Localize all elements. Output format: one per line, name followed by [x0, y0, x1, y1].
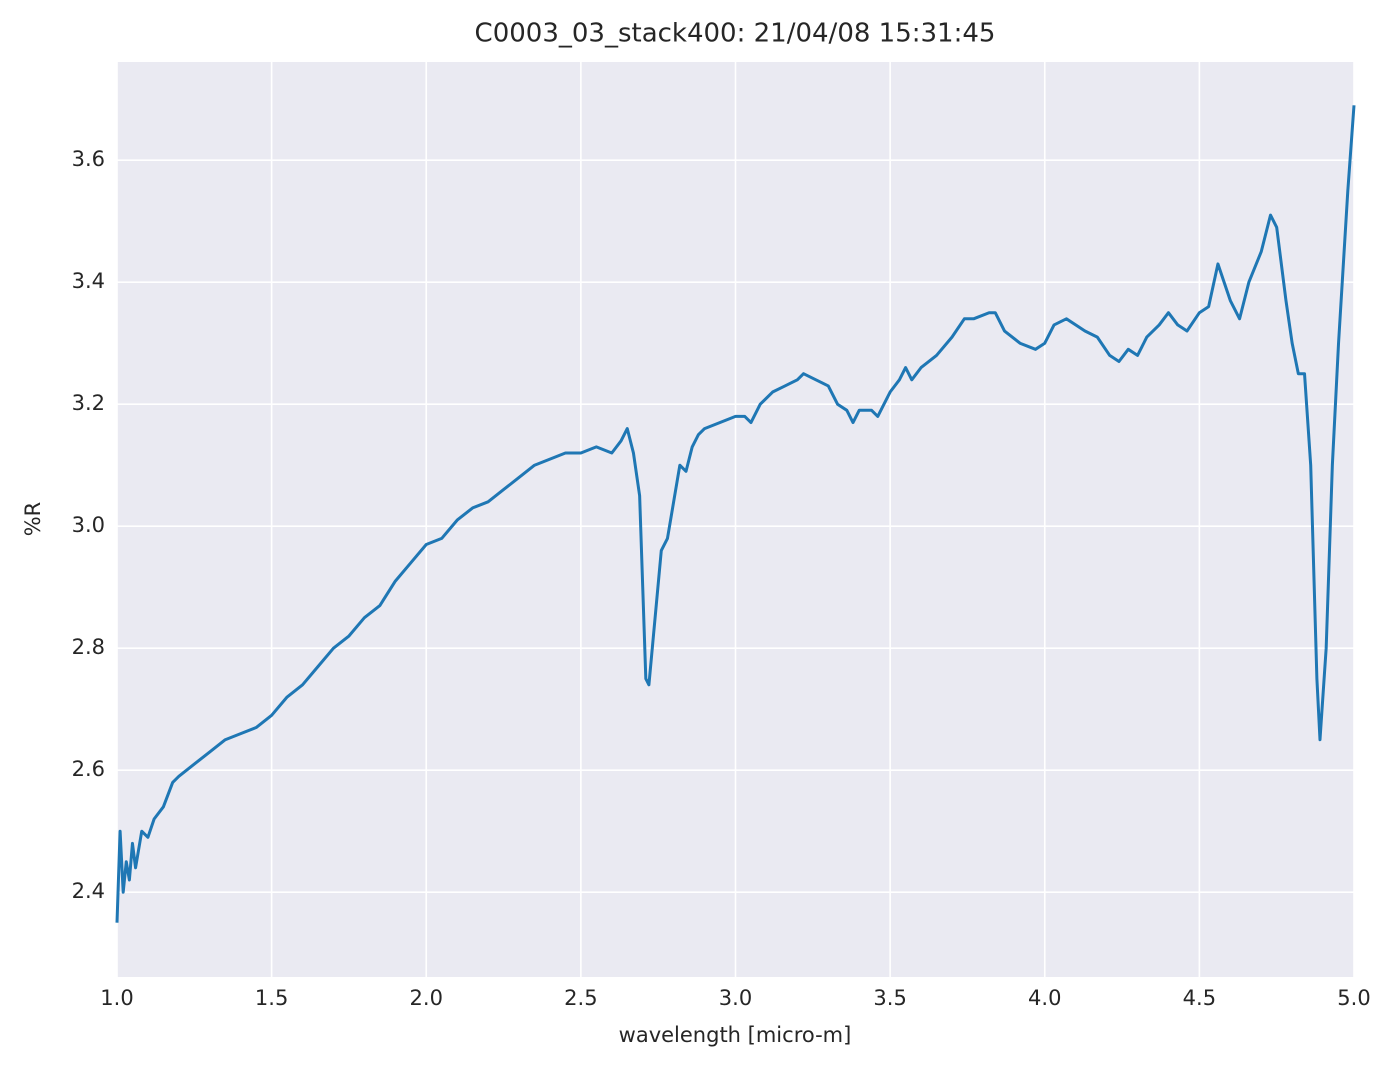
y-tick-label: 3.4 [72, 269, 105, 293]
x-tick-label: 1.5 [255, 986, 288, 1010]
y-tick-label: 2.6 [72, 757, 105, 781]
y-axis-label: %R [21, 502, 45, 537]
x-tick-label: 2.5 [564, 986, 597, 1010]
x-axis-label: wavelength [micro-m] [619, 1023, 852, 1047]
y-tick-label: 3.2 [72, 391, 105, 415]
y-tick-label: 3.6 [72, 147, 105, 171]
data-line [115, 105, 1356, 923]
x-tick-label: 3.0 [719, 986, 752, 1010]
x-tick-label: 1.0 [100, 986, 133, 1010]
x-tick-label: 4.0 [1028, 986, 1061, 1010]
x-tick-label: 4.5 [1183, 986, 1216, 1010]
chart-title: C0003_03_stack400: 21/04/08 15:31:45 [475, 19, 996, 49]
y-tick-label: 3.0 [72, 513, 105, 537]
x-tick-label: 5.0 [1337, 986, 1370, 1010]
y-tick-label: 2.4 [72, 879, 105, 903]
y-tick-label: 2.8 [72, 635, 105, 659]
x-tick-label: 2.0 [410, 986, 443, 1010]
x-tick-label: 3.5 [873, 986, 906, 1010]
